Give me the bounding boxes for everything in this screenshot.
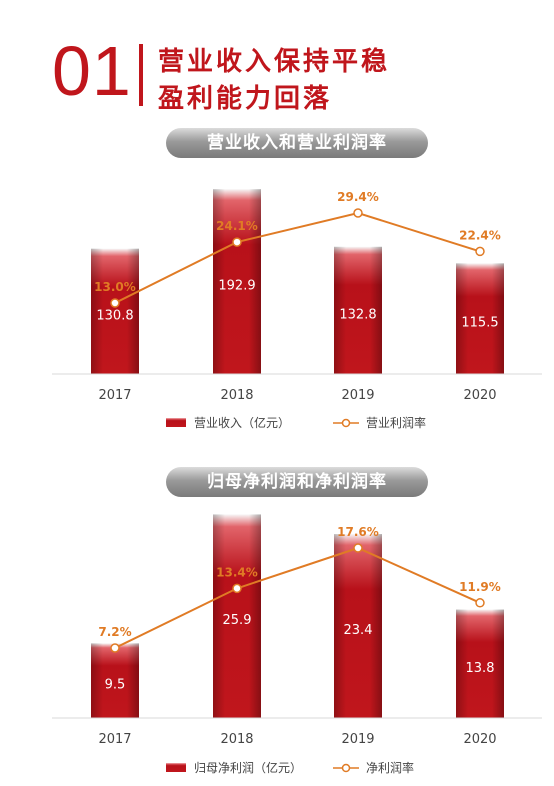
- title-divider: [139, 44, 143, 106]
- x-tick-2018: 2018: [220, 732, 253, 747]
- margin-point-2018: [232, 237, 242, 247]
- bar-value-label-2018: 192.9: [218, 279, 255, 294]
- legend-line-label: 营业利润率: [366, 415, 426, 430]
- chart2-title: 归母净利润和净利润率: [166, 467, 428, 497]
- page-title-line1: 营业收入保持平稳: [158, 47, 391, 77]
- margin-point-2017: [110, 643, 120, 653]
- bar-shade-2017: [91, 248, 139, 374]
- legend-line-label: 净利润率: [366, 760, 414, 775]
- x-tick-2019: 2019: [341, 732, 374, 747]
- legend-bar-label: 营业收入（亿元）: [194, 415, 290, 430]
- legend-line-marker: [341, 418, 351, 428]
- chart2-netprofit-margin: 9.5 25.9 23.4 13.8 7.2% 13.4% 17.6% 11.9% 2017 20…: [52, 514, 542, 775]
- legend-bar-label: 归母净利润（亿元）: [194, 760, 302, 775]
- bar-shade-2020: [456, 263, 504, 374]
- margin-label-2017: 13.0%: [94, 280, 136, 294]
- margin-point-2019: [353, 208, 363, 218]
- margin-point-2020: [475, 246, 485, 257]
- bar-value-label-2018: 25.9: [223, 613, 252, 628]
- bar-value-label-2019: 132.8: [339, 307, 376, 322]
- x-tick-2017: 2017: [98, 388, 131, 403]
- bar-shade-2019: [334, 534, 382, 718]
- margin-label-2020: 22.4%: [459, 228, 501, 242]
- bar-shade-2018: [213, 514, 261, 718]
- x-tick-2020: 2020: [463, 732, 496, 747]
- x-tick-2018: 2018: [220, 388, 253, 403]
- margin-point-2017: [110, 298, 120, 308]
- margin-point-2019: [353, 543, 363, 553]
- margin-point-2018: [232, 583, 242, 594]
- x-tick-2020: 2020: [463, 388, 496, 403]
- margin-label-2019: 29.4%: [337, 190, 379, 204]
- bar-value-label-2017: 9.5: [105, 678, 126, 693]
- legend-line-marker: [341, 763, 351, 773]
- bar-shade-2017: [91, 643, 139, 718]
- bar-value-label-2020: 115.5: [461, 316, 498, 331]
- margin-label-2017: 7.2%: [98, 625, 131, 639]
- legend-bar-swatch: [166, 763, 186, 772]
- margin-label-2018: 13.4%: [216, 565, 258, 579]
- chart1-revenue-margin: 130.8 192.9 132.8 115.5 13.0% 24.1% 29.4% 22.4%…: [52, 189, 542, 430]
- margin-label-2019: 17.6%: [337, 525, 379, 539]
- chart1-title: 营业收入和营业利润率: [166, 128, 428, 158]
- bar-shade-2018: [213, 189, 261, 374]
- margin-point-2020: [475, 598, 485, 608]
- margin-label-2018: 24.1%: [216, 219, 258, 233]
- x-tick-2017: 2017: [98, 732, 131, 747]
- margin-line: [114, 546, 481, 649]
- legend-bar-swatch: [166, 418, 186, 427]
- bar-value-label-2017: 130.8: [96, 308, 133, 323]
- margin-line: [114, 211, 481, 304]
- page-title-line2: 盈利能力回落: [158, 84, 333, 114]
- bar-shade-2020: [456, 609, 504, 718]
- section-number: 01: [52, 32, 132, 110]
- margin-label-2020: 11.9%: [459, 580, 501, 594]
- x-tick-2019: 2019: [341, 388, 374, 403]
- bar-value-label-2020: 13.8: [466, 661, 495, 676]
- bar-value-label-2019: 23.4: [344, 623, 373, 638]
- bar-shade-2019: [334, 246, 382, 374]
